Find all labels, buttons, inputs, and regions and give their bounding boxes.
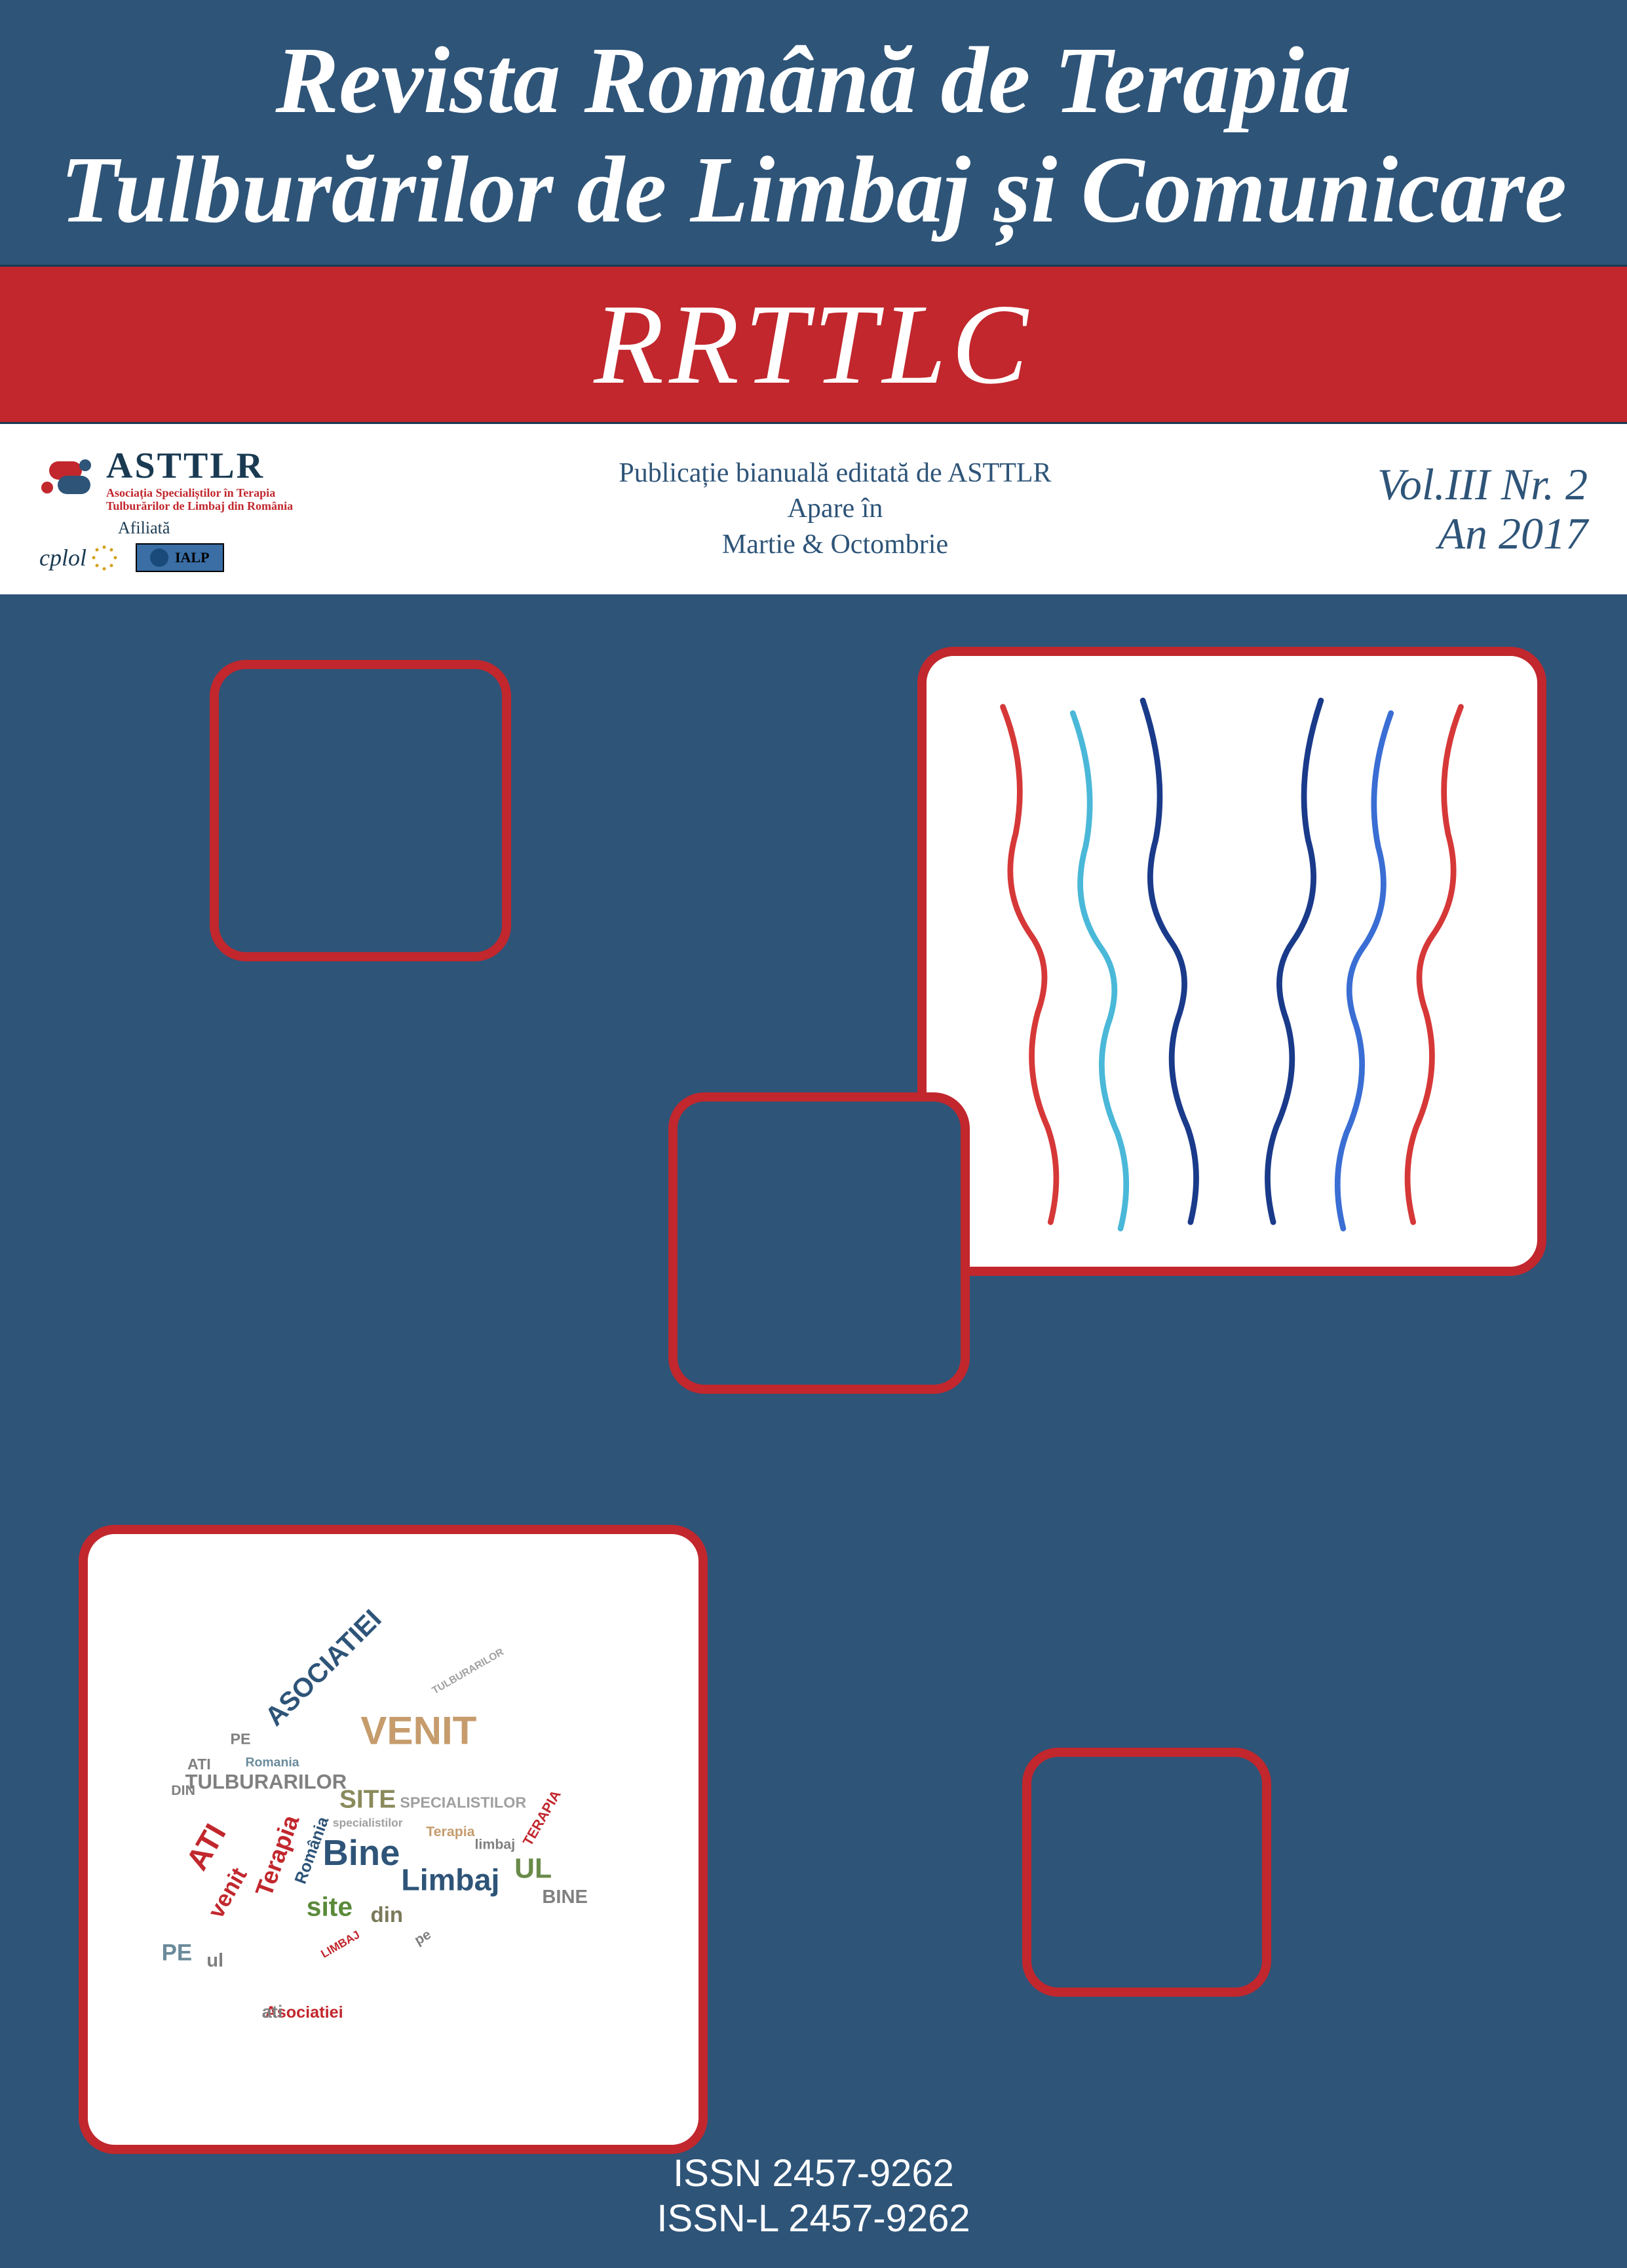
pub-line-1: Publicație bianuală editată de ASTTLR (619, 455, 1051, 491)
title-line-1: Revista Română de Terapia (275, 28, 1351, 133)
svg-text:ul: ul (206, 1950, 223, 1971)
acronym-banner: RRTTLC (0, 265, 1627, 424)
pub-line-3: Martie & Octombrie (619, 527, 1051, 563)
asttlr-subtitle-2: Tulburărilor de Limbaj din România (106, 500, 293, 513)
svg-text:Terapia: Terapia (426, 1824, 474, 1839)
svg-text:VENIT: VENIT (360, 1708, 476, 1752)
svg-text:din: din (371, 1902, 403, 1927)
title-line-2: Tulburărilor de Limbaj și Comunicare (60, 138, 1567, 242)
volume-line-2: An 2017 (1377, 509, 1588, 558)
ialp-badge: IALP (136, 543, 224, 572)
volume-line-1: Vol.III Nr. 2 (1377, 460, 1588, 509)
wordcloud-illustration: ASOCIATIEIVENITTULBURARILORSITESPECIALIS… (88, 1534, 699, 2145)
ialp-globe-icon (150, 548, 168, 567)
svg-text:DIN: DIN (171, 1782, 195, 1798)
svg-text:LIMBAJ: LIMBAJ (318, 1927, 362, 1960)
volume-info: Vol.III Nr. 2 An 2017 (1377, 460, 1588, 558)
svg-text:ATI: ATI (187, 1756, 211, 1773)
svg-text:limbaj: limbaj (474, 1836, 515, 1852)
pub-line-2: Apare în (619, 491, 1051, 527)
publication-info: Publicație bianuală editată de ASTTLR Ap… (619, 455, 1051, 563)
eu-stars-icon (90, 543, 119, 573)
svg-text:specialistilor: specialistilor (333, 1816, 403, 1829)
info-band: ASTTLR Asociația Specialiștilor în Terap… (0, 424, 1627, 594)
issn-line-1: ISSN 2457-9262 (657, 2151, 970, 2197)
wordcloud-box: ASOCIATIEIVENITTULBURARILORSITESPECIALIS… (79, 1525, 708, 2154)
svg-text:SITE: SITE (339, 1785, 396, 1813)
issn-line-2: ISSN-L 2457-9262 (657, 2196, 970, 2242)
svg-text:Romania: Romania (246, 1755, 299, 1769)
svg-text:TULBURARILOR: TULBURARILOR (431, 1646, 506, 1696)
decorative-box-5 (1022, 1748, 1271, 1997)
face-profiles-illustration (927, 656, 1537, 1267)
svg-text:ATI: ATI (180, 1818, 233, 1875)
svg-text:BINE: BINE (542, 1887, 588, 1908)
affiliate-label: Afiliată (118, 518, 170, 538)
decorative-box-1 (210, 660, 511, 961)
issn-block: ISSN 2457-9262 ISSN-L 2457-9262 (657, 2151, 970, 2242)
svg-text:PE: PE (162, 1940, 193, 1965)
profiles-illustration-box (917, 647, 1546, 1276)
svg-text:Limbaj: Limbaj (401, 1862, 499, 1896)
journal-acronym: RRTTLC (0, 279, 1627, 410)
svg-text:SPECIALISTILOR: SPECIALISTILOR (400, 1794, 526, 1811)
graphics-area: ASOCIATIEIVENITTULBURARILORSITESPECIALIS… (0, 594, 1627, 2167)
title-section: Revista Română de Terapia Tulburărilor d… (0, 0, 1627, 265)
journal-title: Revista Română de Terapia Tulburărilor d… (20, 26, 1607, 245)
asttlr-text: ASTTLR Asociația Specialiștilor în Terap… (106, 445, 293, 513)
svg-text:site: site (307, 1891, 353, 1921)
asttlr-subtitle-1: Asociația Specialiștilor în Terapia (106, 487, 293, 500)
ialp-text: IALP (175, 549, 210, 566)
svg-text:PE: PE (230, 1730, 250, 1747)
decorative-box-3 (668, 1092, 970, 1394)
asttlr-name: ASTTLR (106, 445, 293, 487)
svg-text:TULBURARILOR: TULBURARILOR (185, 1770, 347, 1793)
svg-text:Terapia: Terapia (250, 1811, 305, 1900)
svg-text:pe: pe (412, 1926, 434, 1948)
cplol-logo: cplol (39, 544, 86, 571)
svg-text:Bine: Bine (323, 1832, 400, 1872)
affiliate-logos: cplol IALP (39, 543, 224, 573)
svg-text:UL: UL (514, 1853, 552, 1884)
svg-text:TERAPIA: TERAPIA (520, 1787, 564, 1848)
publisher-logo-block: ASTTLR Asociația Specialiștilor în Terap… (39, 445, 293, 573)
asttlr-icon (39, 456, 98, 502)
svg-text:ati: ati (262, 2001, 283, 2021)
asttlr-logo: ASTTLR Asociația Specialiștilor în Terap… (39, 445, 293, 513)
